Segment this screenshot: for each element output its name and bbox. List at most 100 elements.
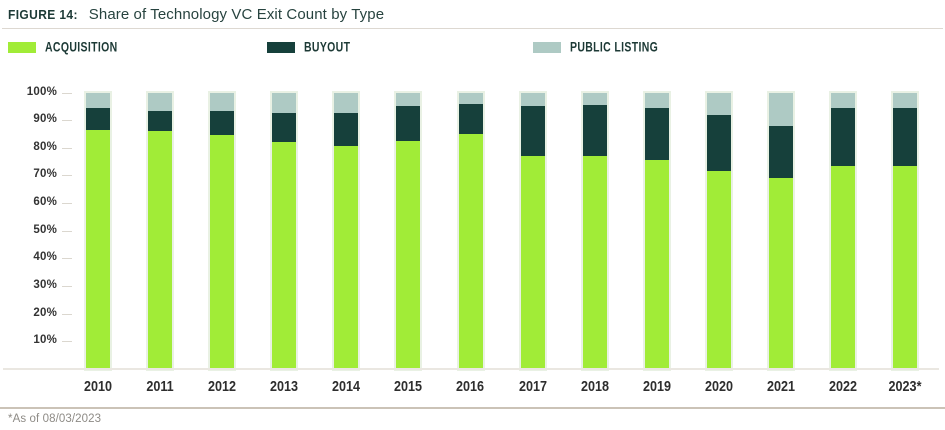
bar-segment-acquisition (582, 156, 607, 369)
bar-segment-public-listing (210, 92, 235, 111)
y-axis-tick-label: 60% (33, 196, 57, 209)
bar-2010 (86, 92, 110, 370)
bar-segment-buyout (396, 106, 421, 141)
bar-segment-acquisition (86, 129, 110, 369)
bar-2017 (520, 92, 545, 370)
bar-segment-acquisition (831, 165, 855, 369)
y-axis-tick-label: 30% (33, 279, 57, 292)
bar-2022 (831, 92, 855, 370)
bar-segment-acquisition (644, 160, 669, 369)
bar-segment-acquisition (148, 131, 173, 369)
legend-item-public-listing: PUBLIC LISTING (533, 39, 675, 55)
y-axis-tick-mark (62, 120, 72, 122)
bar-segment-public-listing (831, 92, 855, 108)
bar-segment-buyout (831, 107, 855, 166)
x-axis-label-2016: 2016 (456, 377, 485, 395)
y-axis-tick-mark (62, 230, 72, 232)
bar-segment-public-listing (893, 92, 917, 108)
y-axis-tick-label: 20% (33, 306, 57, 319)
bar-2018 (582, 92, 607, 370)
y-axis-tick-mark (62, 258, 72, 260)
bar-2015 (396, 92, 421, 370)
bar-segment-buyout (706, 114, 731, 172)
bar-2012 (210, 92, 235, 370)
x-axis-label-2018: 2018 (580, 377, 609, 395)
bar-segment-acquisition (893, 165, 917, 369)
bar-2014 (334, 92, 359, 370)
legend-item-acquisition: ACQUISITION (8, 39, 131, 55)
bar-segment-buyout (458, 103, 483, 134)
bar-2011 (148, 92, 173, 370)
figure-number-label: FIGURE 14: (8, 7, 78, 22)
y-axis-tick-label: 100% (26, 85, 57, 98)
x-axis-line (3, 368, 939, 370)
legend-label: BUYOUT (304, 39, 351, 55)
y-axis-tick-mark (62, 313, 72, 315)
y-axis-tick-mark (62, 147, 72, 149)
bar-2013 (272, 92, 297, 370)
y-axis-tick-label: 50% (33, 223, 57, 236)
legend-swatch-icon (8, 41, 36, 53)
bar-segment-acquisition (210, 135, 235, 369)
y-axis-tick-mark (62, 203, 72, 205)
legend-label: ACQUISITION (45, 39, 118, 55)
bar-segment-public-listing (582, 92, 607, 105)
header-divider (2, 28, 943, 29)
bar-segment-public-listing (706, 92, 731, 115)
bar-segment-buyout (210, 110, 235, 136)
x-axis-label-2023: 2023* (888, 377, 922, 395)
bar-segment-acquisition (458, 133, 483, 369)
y-axis-tick-label: 80% (33, 140, 57, 153)
bar-2023 (893, 92, 917, 370)
x-axis-label-2021: 2021 (766, 377, 795, 395)
x-axis-label-2014: 2014 (332, 377, 361, 395)
bar-segment-acquisition (272, 142, 297, 369)
legend-swatch-icon (533, 41, 561, 53)
bar-segment-buyout (893, 107, 917, 166)
x-axis-label-2017: 2017 (518, 377, 547, 395)
bar-segment-acquisition (768, 178, 793, 369)
bar-segment-buyout (148, 110, 173, 132)
footer-divider (0, 407, 945, 409)
legend-item-buyout: BUYOUT (267, 39, 359, 55)
bar-segment-public-listing (148, 92, 173, 111)
bar-segment-public-listing (644, 92, 669, 108)
bar-segment-public-listing (272, 92, 297, 114)
bar-segment-buyout (644, 107, 669, 161)
bar-segment-public-listing (334, 92, 359, 114)
y-axis-tick-label: 10% (33, 334, 57, 347)
bar-segment-public-listing (396, 92, 421, 107)
y-axis-tick-mark (62, 92, 72, 94)
bar-segment-public-listing (86, 92, 110, 108)
bar-segment-buyout (272, 113, 297, 143)
bar-2016 (458, 92, 483, 370)
bar-2019 (644, 92, 669, 370)
bar-segment-public-listing (520, 92, 545, 107)
bar-segment-buyout (768, 125, 793, 179)
bar-2021 (768, 92, 793, 370)
x-axis-label-2019: 2019 (642, 377, 671, 395)
x-axis-label-2011: 2011 (146, 377, 174, 395)
chart-header: FIGURE 14: Share of Technology VC Exit C… (8, 6, 937, 23)
x-axis-label-2013: 2013 (270, 377, 299, 395)
bar-segment-acquisition (706, 171, 731, 369)
legend-label: PUBLIC LISTING (570, 39, 659, 55)
bar-segment-public-listing (458, 92, 483, 104)
y-axis-tick-label: 90% (33, 113, 57, 126)
bar-segment-buyout (520, 106, 545, 157)
bar-segment-buyout (86, 107, 110, 130)
x-axis-label-2015: 2015 (394, 377, 423, 395)
bar-segment-acquisition (520, 156, 545, 369)
bar-2020 (706, 92, 731, 370)
y-axis-tick-label: 70% (33, 168, 57, 181)
bar-segment-buyout (334, 113, 359, 147)
x-axis-label-2020: 2020 (704, 377, 733, 395)
y-axis-tick-mark (62, 341, 72, 343)
bar-segment-public-listing (768, 92, 793, 126)
chart-title: Share of Technology VC Exit Count by Typ… (88, 6, 385, 23)
x-axis-label-2010: 2010 (83, 377, 113, 395)
y-axis-tick-label: 40% (33, 251, 57, 264)
y-axis-tick-mark (62, 286, 72, 288)
bar-segment-acquisition (334, 146, 359, 369)
